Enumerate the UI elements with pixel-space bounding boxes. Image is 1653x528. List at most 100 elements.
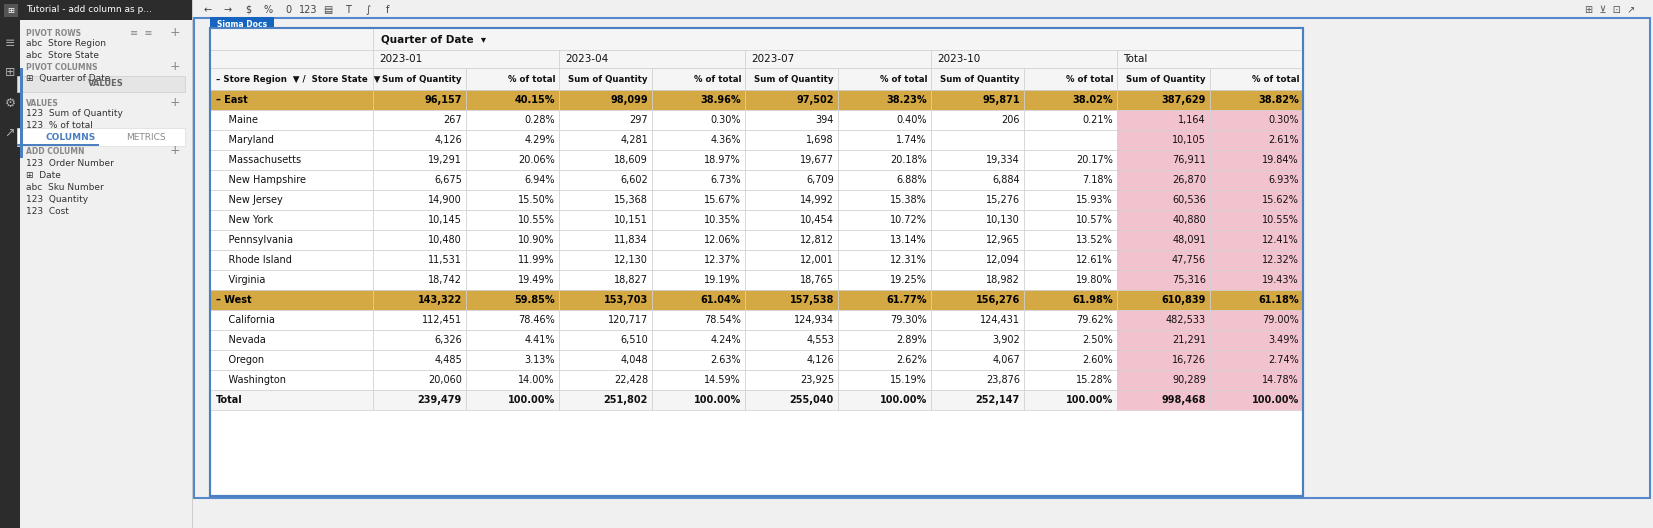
- Bar: [559, 250, 651, 270]
- Text: New York: New York: [217, 215, 273, 225]
- Bar: [1210, 190, 1303, 210]
- Bar: [374, 150, 466, 170]
- Bar: [210, 150, 374, 170]
- Text: 90,289: 90,289: [1172, 375, 1207, 385]
- Text: 19,291: 19,291: [428, 155, 461, 165]
- Bar: [1023, 110, 1117, 130]
- Text: 79.30%: 79.30%: [891, 315, 927, 325]
- Bar: [1210, 68, 1303, 90]
- Text: Oregon: Oregon: [217, 355, 264, 365]
- Bar: [17, 144, 99, 146]
- Bar: [374, 330, 466, 350]
- Bar: [466, 390, 559, 410]
- Bar: [466, 68, 559, 90]
- Text: ⊞  Date: ⊞ Date: [26, 172, 61, 181]
- Bar: [210, 270, 374, 290]
- Bar: [651, 370, 746, 390]
- Text: 15.93%: 15.93%: [1076, 195, 1112, 205]
- Text: 47,756: 47,756: [1172, 255, 1207, 265]
- Text: Virginia: Virginia: [217, 275, 266, 285]
- Bar: [1117, 50, 1303, 68]
- Bar: [746, 310, 838, 330]
- Bar: [1210, 230, 1303, 250]
- Bar: [746, 170, 838, 190]
- Bar: [1117, 370, 1210, 390]
- Bar: [559, 50, 746, 68]
- Text: 13.52%: 13.52%: [1076, 235, 1112, 245]
- Text: 206: 206: [1002, 115, 1020, 125]
- Text: 7.18%: 7.18%: [1083, 175, 1112, 185]
- Bar: [838, 90, 931, 110]
- Text: ADD COLUMN: ADD COLUMN: [26, 146, 84, 156]
- Bar: [1117, 350, 1210, 370]
- Bar: [931, 310, 1023, 330]
- Text: 10,105: 10,105: [1172, 135, 1207, 145]
- Bar: [210, 28, 1303, 496]
- Text: 38.02%: 38.02%: [1073, 95, 1112, 105]
- Bar: [838, 190, 931, 210]
- Text: % of total: % of total: [507, 74, 555, 83]
- Text: 12.32%: 12.32%: [1263, 255, 1299, 265]
- Bar: [210, 250, 374, 270]
- Bar: [931, 230, 1023, 250]
- Bar: [838, 370, 931, 390]
- Bar: [746, 150, 838, 170]
- Text: 112,451: 112,451: [422, 315, 461, 325]
- Text: – West: – West: [217, 295, 251, 305]
- Bar: [210, 90, 374, 110]
- Bar: [931, 170, 1023, 190]
- Bar: [1117, 210, 1210, 230]
- Text: 10.55%: 10.55%: [1263, 215, 1299, 225]
- Bar: [931, 210, 1023, 230]
- Text: 15.62%: 15.62%: [1263, 195, 1299, 205]
- Bar: [931, 330, 1023, 350]
- Bar: [466, 250, 559, 270]
- Bar: [1210, 330, 1303, 350]
- Text: 76,911: 76,911: [1172, 155, 1207, 165]
- Bar: [20, 68, 23, 158]
- Bar: [210, 390, 374, 410]
- Text: abc  Store State: abc Store State: [26, 51, 99, 60]
- Text: 3,902: 3,902: [992, 335, 1020, 345]
- Bar: [651, 290, 746, 310]
- Bar: [466, 230, 559, 250]
- Text: 12,812: 12,812: [800, 235, 835, 245]
- Bar: [1117, 290, 1210, 310]
- Text: PIVOT ROWS: PIVOT ROWS: [26, 29, 81, 37]
- Bar: [559, 110, 651, 130]
- Text: 15,276: 15,276: [985, 195, 1020, 205]
- Text: Sum of Quantity: Sum of Quantity: [1126, 74, 1207, 83]
- Bar: [210, 170, 374, 190]
- Text: 6.88%: 6.88%: [896, 175, 927, 185]
- Bar: [559, 370, 651, 390]
- Text: 143,322: 143,322: [418, 295, 461, 305]
- Bar: [1023, 290, 1117, 310]
- Bar: [559, 130, 651, 150]
- Text: 2023-07: 2023-07: [750, 54, 793, 64]
- Text: 100.00%: 100.00%: [694, 395, 741, 405]
- Bar: [1210, 150, 1303, 170]
- Bar: [651, 330, 746, 350]
- Bar: [193, 0, 1653, 20]
- Text: 1,164: 1,164: [1179, 115, 1207, 125]
- Bar: [651, 350, 746, 370]
- Bar: [1023, 350, 1117, 370]
- Bar: [746, 68, 838, 90]
- Text: 26,870: 26,870: [1172, 175, 1207, 185]
- Text: 11.99%: 11.99%: [519, 255, 555, 265]
- Text: 19.25%: 19.25%: [889, 275, 927, 285]
- Bar: [1117, 330, 1210, 350]
- Text: 6,602: 6,602: [620, 175, 648, 185]
- Text: ⊞: ⊞: [8, 6, 15, 15]
- Bar: [838, 270, 931, 290]
- Text: 0.28%: 0.28%: [524, 115, 555, 125]
- Bar: [374, 190, 466, 210]
- Text: abc  Store Region: abc Store Region: [26, 40, 106, 49]
- Text: 2.50%: 2.50%: [1083, 335, 1112, 345]
- Bar: [0, 0, 192, 20]
- Bar: [838, 330, 931, 350]
- Text: 14.59%: 14.59%: [704, 375, 741, 385]
- Bar: [1117, 90, 1210, 110]
- Text: 14,900: 14,900: [428, 195, 461, 205]
- Text: 19.80%: 19.80%: [1076, 275, 1112, 285]
